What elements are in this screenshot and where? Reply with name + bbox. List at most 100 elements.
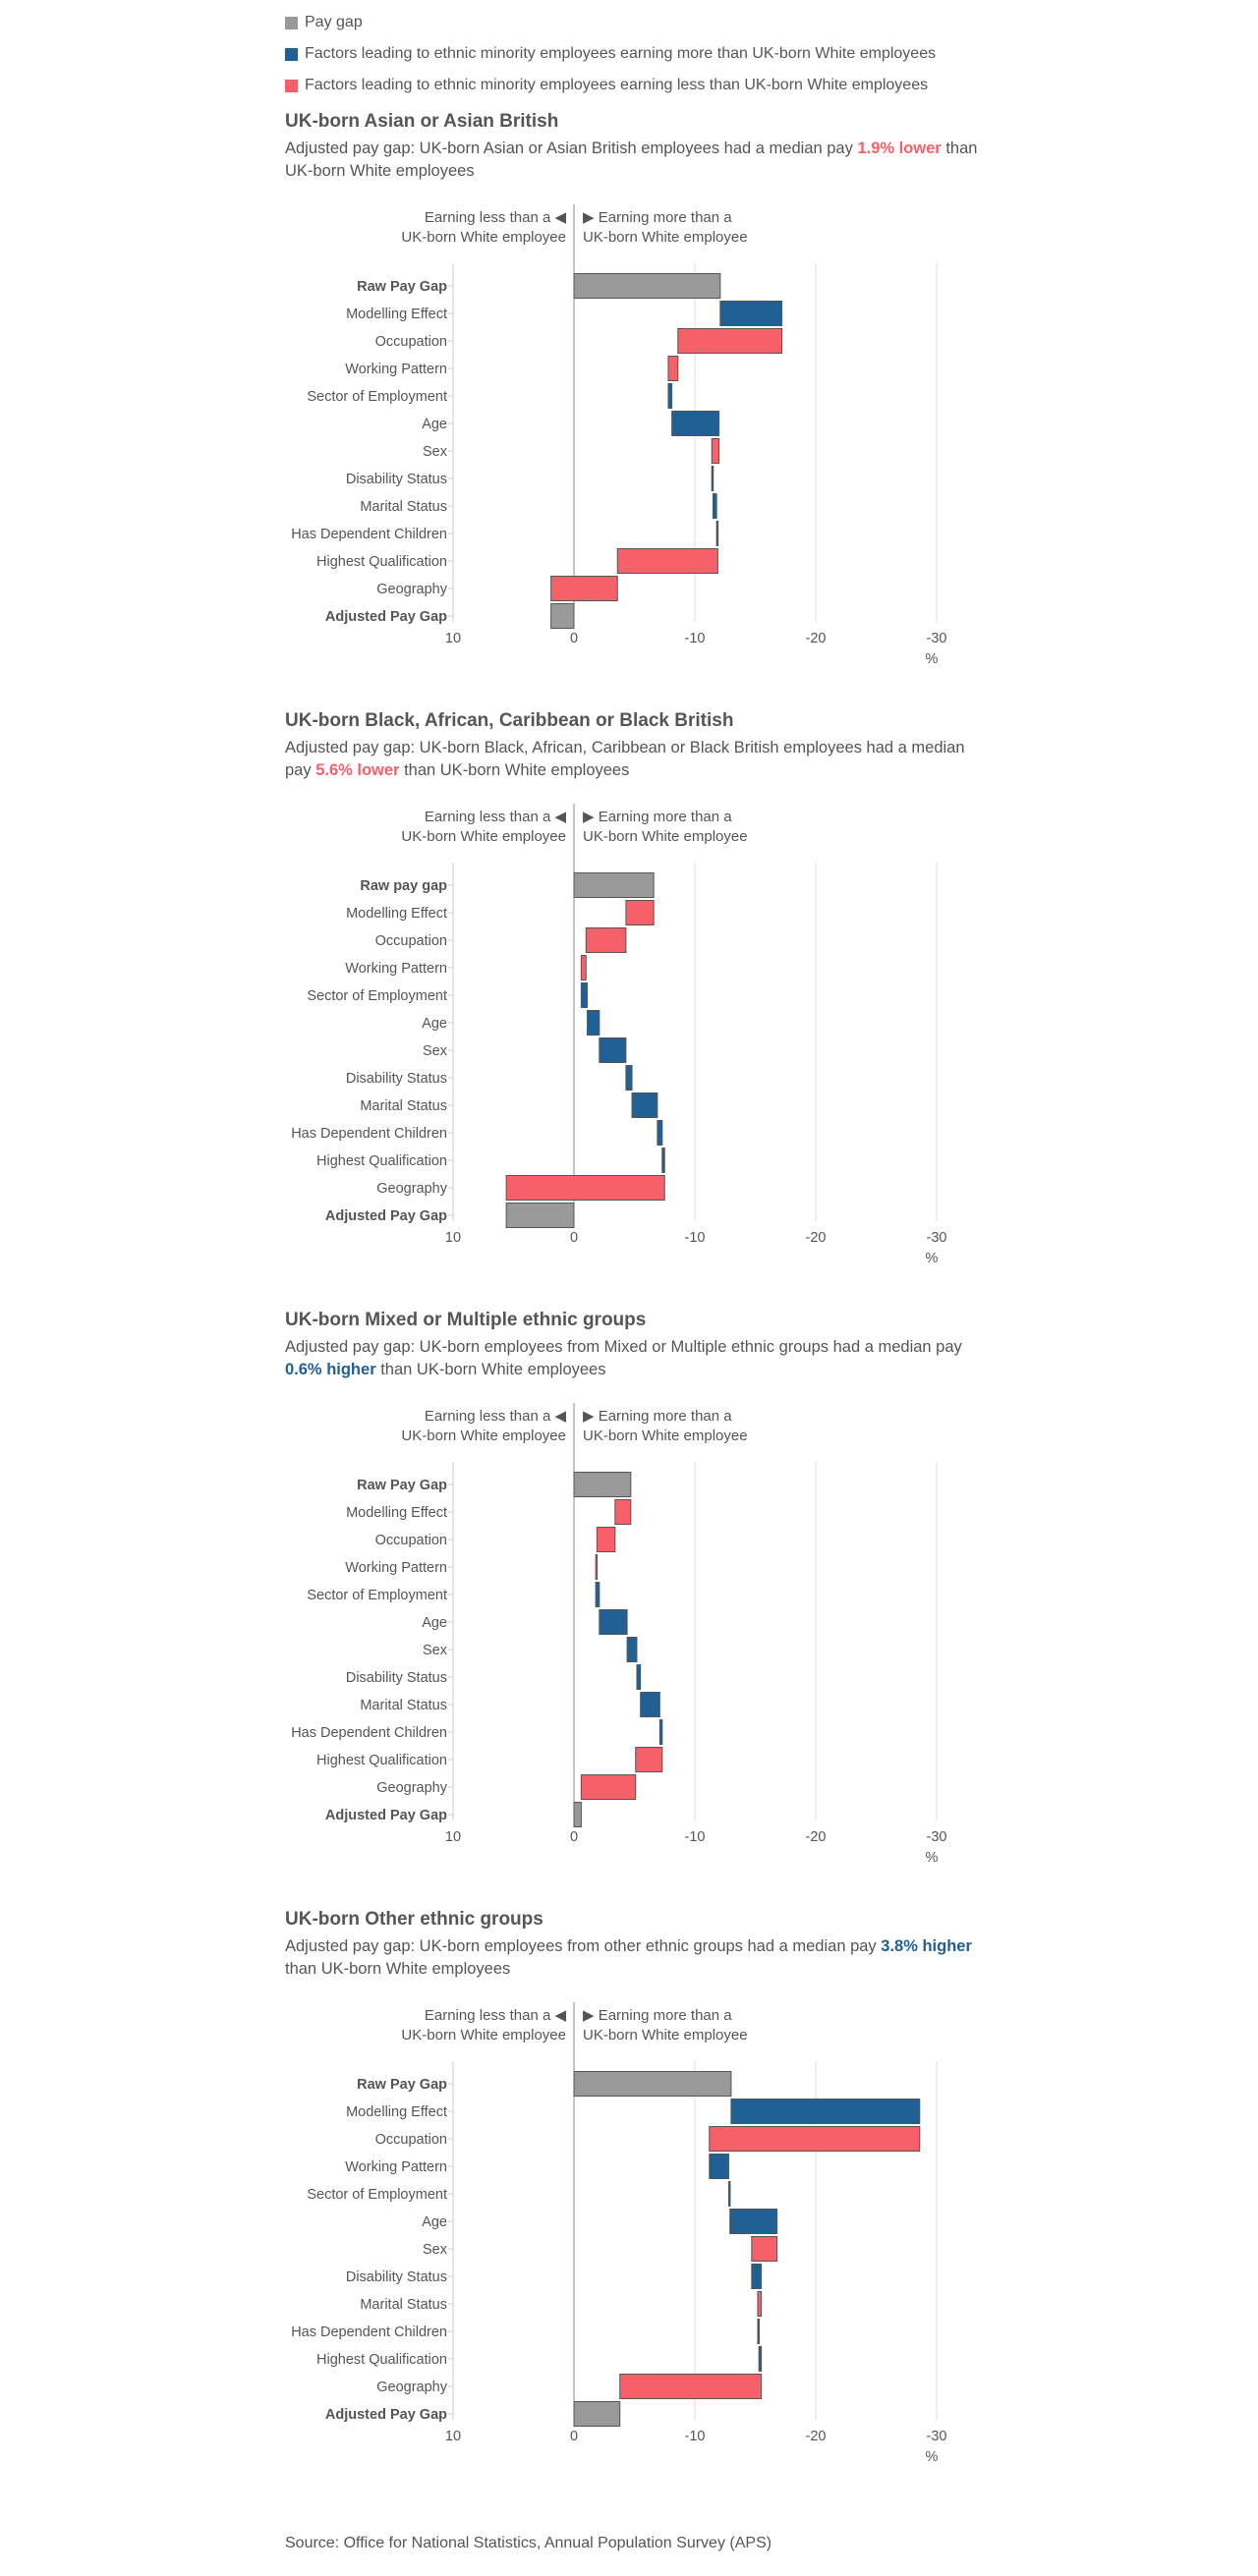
chart-title: UK-born Mixed or Multiple ethnic groups — [285, 1310, 647, 1330]
bar-less — [580, 955, 587, 980]
bar-more — [631, 1092, 658, 1118]
subtitle-text: Adjusted pay gap: UK-born employees from… — [285, 1937, 882, 1955]
category-label: Disability Status — [346, 1670, 447, 1686]
chart-subtitle: Adjusted pay gap: UK-born Asian or Asian… — [285, 138, 983, 183]
bar-less — [635, 1747, 663, 1772]
bar-less — [667, 356, 679, 381]
bar-gap — [573, 872, 655, 898]
x-axis-unit: % — [926, 2449, 939, 2465]
direction-label-more: UK-born White employee — [583, 229, 748, 246]
category-label: Raw pay gap — [360, 878, 447, 894]
category-label: Sector of Employment — [307, 988, 447, 1004]
category-label: Working Pattern — [345, 961, 447, 977]
category-label: Sex — [423, 2242, 448, 2258]
category-label: Has Dependent Children — [291, 1126, 447, 1142]
bar-less — [709, 2126, 921, 2152]
category-label: Occupation — [375, 933, 447, 949]
bar-less — [619, 2374, 763, 2399]
category-label: Sex — [423, 444, 448, 460]
x-tick-label: 10 — [445, 1829, 461, 1845]
bar-more — [730, 2099, 921, 2124]
x-tick-label: 0 — [570, 631, 578, 646]
subtitle-text: than UK-born White employees — [285, 140, 978, 180]
x-tick-label: -30 — [927, 631, 947, 646]
direction-label-less: Earning less than a ◀ — [425, 2007, 567, 2024]
direction-label-more: UK-born White employee — [583, 2027, 748, 2044]
legend-swatch — [285, 17, 298, 29]
category-label: Age — [422, 417, 447, 432]
bar-less — [616, 548, 718, 574]
direction-label-more: UK-born White employee — [583, 828, 748, 845]
category-label: Highest Qualification — [316, 1153, 447, 1169]
subtitle-text: Adjusted pay gap: UK-born employees from… — [285, 1338, 962, 1356]
bar-less — [595, 1554, 599, 1580]
x-axis-unit: % — [926, 651, 939, 667]
category-label: Modelling Effect — [346, 906, 447, 922]
subtitle-text: Adjusted pay gap: UK-born Black, African… — [285, 739, 965, 779]
category-label: Adjusted Pay Gap — [325, 1208, 447, 1224]
bar-more — [715, 521, 719, 546]
category-label: Has Dependent Children — [291, 1725, 447, 1741]
x-tick-label: 10 — [445, 1230, 461, 1246]
x-tick-label: -20 — [806, 631, 827, 646]
category-label: Marital Status — [360, 1098, 447, 1114]
x-tick-label: -10 — [685, 2429, 706, 2444]
category-label: Working Pattern — [345, 362, 447, 377]
category-label: Has Dependent Children — [291, 2324, 447, 2340]
x-axis-unit: % — [926, 1850, 939, 1866]
category-label: Modelling Effect — [346, 307, 447, 322]
category-label: Occupation — [375, 1533, 447, 1548]
direction-label-less: Earning less than a ◀ — [425, 209, 567, 226]
bar-gap — [573, 1472, 632, 1497]
subtitle-highlight: 3.8% higher — [881, 1937, 972, 1955]
category-label: Geography — [376, 2380, 447, 2395]
bar-more — [727, 2181, 731, 2207]
chart-subtitle: Adjusted pay gap: UK-born employees from… — [285, 1935, 983, 1981]
x-axis-unit: % — [926, 1251, 939, 1266]
category-label: Modelling Effect — [346, 1505, 447, 1521]
bar-more — [758, 2346, 763, 2372]
category-label: Highest Qualification — [316, 2352, 447, 2368]
bar-less — [585, 927, 627, 953]
bar-more — [636, 1664, 642, 1690]
subtitle-highlight: 0.6% higher — [285, 1361, 376, 1378]
category-label: Highest Qualification — [316, 1753, 447, 1768]
category-label: Occupation — [375, 334, 447, 350]
category-label: Age — [422, 1016, 447, 1032]
bar-more — [751, 2264, 763, 2289]
bar-less — [580, 1774, 637, 1800]
bar-more — [580, 982, 589, 1008]
category-label: Geography — [376, 1181, 447, 1197]
direction-label-more: ▶ Earning more than a — [583, 209, 732, 226]
bar-more — [599, 1037, 627, 1063]
legend-label: Factors leading to ethnic minority emplo… — [305, 77, 929, 93]
category-label: Adjusted Pay Gap — [325, 609, 447, 625]
chart-svg: Earning less than a ◀ UK-born White emplo… — [291, 1403, 947, 1866]
subtitle-highlight: 5.6% lower — [315, 761, 400, 779]
bar-more — [719, 301, 783, 326]
category-label: Has Dependent Children — [291, 527, 447, 542]
bar-more — [587, 1010, 600, 1036]
category-label: Sector of Employment — [307, 2187, 447, 2203]
subtitle-text: than UK-born White employees — [375, 1361, 606, 1378]
x-tick-label: 0 — [570, 2429, 578, 2444]
category-label: Disability Status — [346, 472, 447, 487]
category-label: Sector of Employment — [307, 389, 447, 405]
bar-gap — [573, 1802, 582, 1827]
legend-item[interactable]: Pay gap — [285, 14, 993, 31]
chart-title: UK-born Other ethnic groups — [285, 1909, 543, 1930]
bar-more — [626, 1637, 638, 1662]
bar-more — [595, 1582, 600, 1607]
bar-less — [711, 438, 720, 464]
category-label: Marital Status — [360, 499, 447, 515]
bar-more — [657, 1120, 663, 1146]
legend-item[interactable]: Factors leading to ethnic minority emplo… — [285, 45, 993, 63]
subtitle-text: than UK-born White employees — [285, 1960, 511, 1978]
bar-more — [671, 411, 720, 436]
legend-item[interactable]: Factors leading to ethnic minority emplo… — [285, 77, 993, 94]
x-tick-label: -30 — [927, 1829, 947, 1845]
chart-subtitle: Adjusted pay gap: UK-born Black, African… — [285, 737, 983, 782]
bar-more — [599, 1609, 628, 1635]
category-label: Disability Status — [346, 2269, 447, 2285]
category-label: Adjusted Pay Gap — [325, 1808, 447, 1823]
